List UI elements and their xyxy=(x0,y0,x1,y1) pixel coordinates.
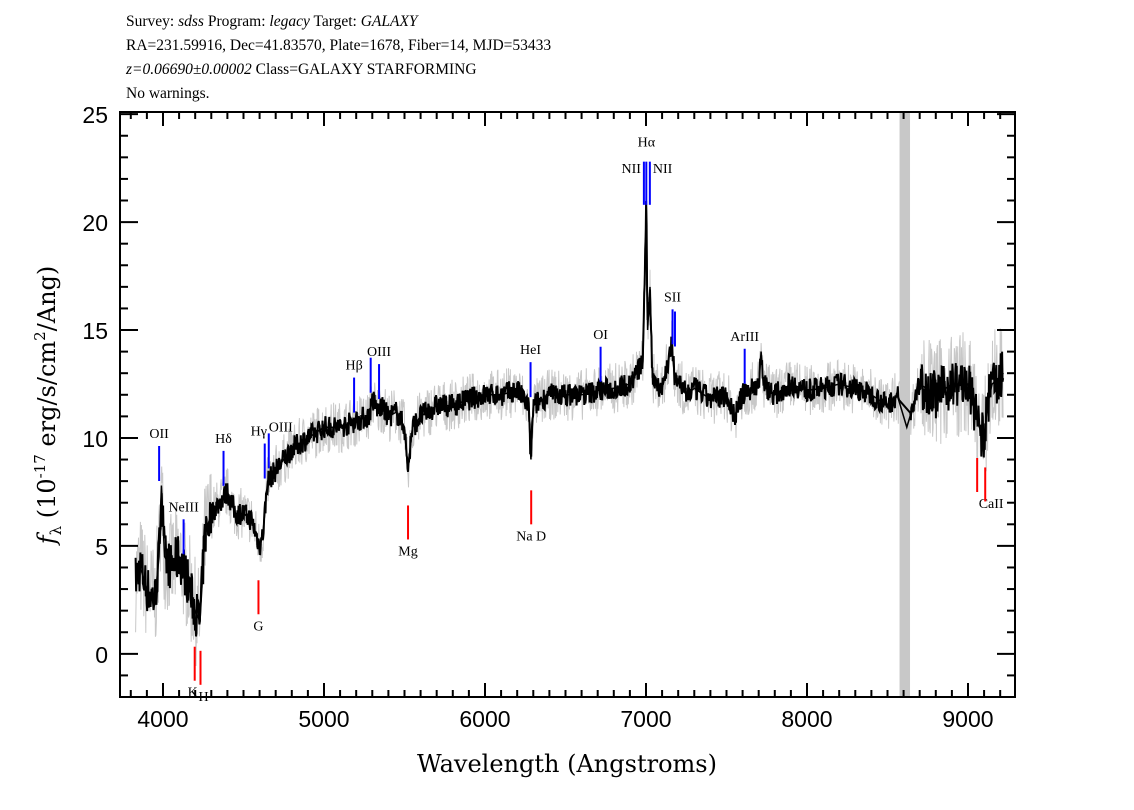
target-label: Target: xyxy=(313,13,357,30)
masked-region-band xyxy=(899,112,911,697)
x-tick-label: 7000 xyxy=(620,706,671,732)
x-axis-title: Wavelength (Angstroms) xyxy=(417,750,717,778)
line-label-nad: Na D xyxy=(516,529,546,544)
x-tick-label: 4000 xyxy=(137,706,188,732)
x-tick-label: 6000 xyxy=(459,706,510,732)
line-label-oii: OII xyxy=(149,427,169,442)
x-tick-label: 5000 xyxy=(298,706,349,732)
line-label-g: G xyxy=(253,619,263,634)
y-axis-title: fλ (10-17 erg/s/cm2/Ang) xyxy=(31,266,65,547)
line-label-neiii: NeIII xyxy=(168,500,199,515)
class-value: Class=GALAXY STARFORMING xyxy=(255,61,477,78)
y-tick-label: 15 xyxy=(82,318,108,344)
program-value: legacy xyxy=(269,13,310,30)
x-tick-label: 9000 xyxy=(942,706,993,732)
line-label-sii: SII xyxy=(664,290,681,305)
line-label-oiii: OIII xyxy=(269,420,293,435)
line-label-hδ: Hδ xyxy=(215,432,232,447)
line-label-hγ: Hγ xyxy=(251,425,267,440)
x-tick-label: 8000 xyxy=(781,706,832,732)
header-warnings-line: No warnings. xyxy=(126,85,210,102)
line-label-nii: NII xyxy=(653,162,673,177)
line-label-caii: CaII xyxy=(979,497,1004,512)
y-tick-label: 10 xyxy=(82,426,108,452)
line-label-oi: OI xyxy=(593,328,608,343)
line-label-nii: NII xyxy=(621,162,641,177)
line-label-oiii: OIII xyxy=(367,345,391,360)
spectrum-flux-line xyxy=(134,200,1005,637)
line-label-ariii: ArIII xyxy=(730,330,759,345)
redshift-value: z=0.06690±0.00002 xyxy=(126,61,252,78)
line-label-mg: Mg xyxy=(398,544,417,559)
y-tick-label: 5 xyxy=(95,534,108,560)
spectrum-flux-points xyxy=(134,204,1005,622)
line-label-k: K xyxy=(188,686,198,701)
target-value: GALAXY xyxy=(360,13,418,30)
line-label-hei: HeI xyxy=(520,343,541,358)
y-tick-label: 25 xyxy=(82,102,108,128)
survey-value: sdss xyxy=(178,13,204,30)
survey-label: Survey: xyxy=(126,13,175,30)
line-label-hβ: Hβ xyxy=(345,359,362,374)
header-redshift-line: z=0.06690±0.00002 Class=GALAXY STARFORMI… xyxy=(126,61,477,79)
header-survey-line: Survey: sdss Program: legacy Target: GAL… xyxy=(126,13,418,31)
plot-frame xyxy=(119,111,1016,698)
y-tick-label: 20 xyxy=(82,210,108,236)
line-label-hα: Hα xyxy=(638,136,656,151)
header-coords-line: RA=231.59916, Dec=41.83570, Plate=1678, … xyxy=(126,37,552,54)
program-label: Program: xyxy=(207,13,266,30)
y-tick-label: 0 xyxy=(95,642,108,668)
